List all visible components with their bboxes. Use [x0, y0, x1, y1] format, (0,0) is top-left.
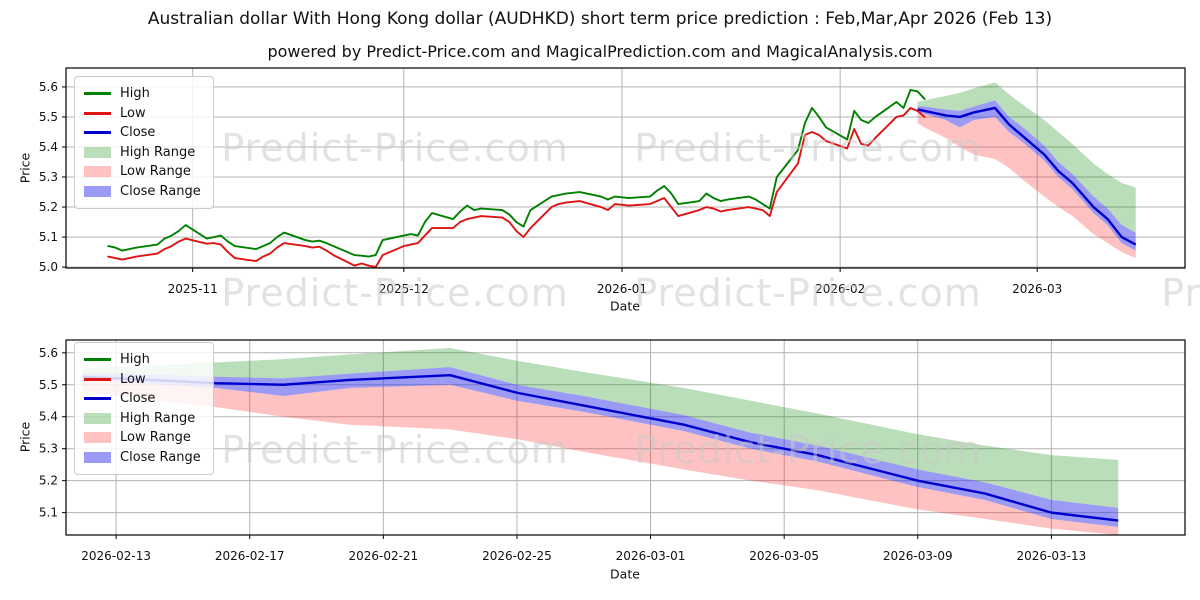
top-chart-xlabel: Date: [610, 298, 640, 314]
xtick-label: 2026-03: [1012, 282, 1062, 296]
ytick-label: 5.5: [39, 110, 58, 124]
legend-patch-swatch: [84, 412, 111, 424]
legend-label: High: [120, 86, 150, 102]
legend-patch-swatch: [84, 146, 111, 158]
ytick-label: 5.1: [39, 506, 58, 520]
legend-item-low: Low: [84, 370, 201, 390]
legend-item-close-range: Close Range: [84, 182, 201, 202]
legend-label: Close Range: [120, 183, 201, 199]
legend-patch-swatch: [84, 451, 111, 463]
top-chart: 5.0 5.1 5.2 5.3 5.4 5.5 5.6 2025-11 2025-12 2026-…: [39, 67, 1186, 296]
xtick-label: 2026-03-13: [1017, 549, 1087, 563]
ytick-label: 5.4: [39, 140, 58, 154]
xtick-label: 2025-11: [168, 282, 218, 296]
top-spines: [65, 67, 1186, 269]
page-subtitle: powered by Predict-Price.com and Magical…: [267, 42, 933, 61]
ytick-label: 5.2: [39, 200, 58, 214]
legend-label: High Range: [120, 410, 196, 426]
ytick-label: 5.2: [39, 474, 58, 488]
bottom-spines: [65, 339, 1186, 536]
legend-line-swatch: [84, 377, 111, 381]
bottom-plot-area: [82, 347, 1119, 535]
legend-line-swatch: [84, 397, 111, 401]
top-grid: [66, 68, 1185, 268]
xtick-label: 2025-12: [379, 282, 429, 296]
xtick-label: 2026-03-05: [749, 549, 819, 563]
close-line: [82, 373, 1119, 522]
legend-label: Low Range: [120, 430, 191, 446]
xtick-label: 2026-02-13: [81, 549, 151, 563]
top-plot-area: [107, 82, 1137, 268]
legend-item-high: High: [84, 350, 201, 370]
legend-label: Close: [120, 391, 156, 407]
legend-item-high: High: [84, 84, 201, 104]
ytick-label: 5.4: [39, 410, 58, 424]
bottom-ticks: [62, 352, 1052, 539]
legend-line-swatch: [84, 111, 111, 115]
legend-item-close: Close: [84, 389, 201, 409]
ytick-label: 5.1: [39, 230, 58, 244]
legend-patch-swatch: [84, 185, 111, 197]
ytick-label: 5.0: [39, 260, 58, 274]
legend-item-low-range: Low Range: [84, 162, 201, 182]
legend-label: Low: [120, 371, 146, 387]
ytick-label: 5.6: [39, 80, 58, 94]
bottom-chart-xlabel: Date: [610, 566, 640, 582]
xtick-label: 2026-03-09: [883, 549, 953, 563]
legend-line-swatch: [84, 92, 111, 96]
high-range-band: [917, 82, 1136, 233]
high-line: [107, 88, 926, 258]
ytick-label: 5.3: [39, 170, 58, 184]
legend-item-high-range: High Range: [84, 409, 201, 429]
legend-item-close-range: Close Range: [84, 448, 201, 468]
legend-item-low: Low: [84, 104, 201, 124]
top-chart-ylabel: Price: [17, 152, 33, 184]
low-line: [107, 106, 926, 268]
legend-item-low-range: Low Range: [84, 428, 201, 448]
ytick-label: 5.6: [39, 346, 58, 360]
legend-item-high-range: High Range: [84, 143, 201, 163]
top-chart-legend: High Low Close High Range Low Range Close Ran…: [74, 76, 214, 209]
legend-label: Close: [120, 125, 156, 141]
xtick-label: 2026-01: [597, 282, 647, 296]
bottom-chart-ylabel: Price: [17, 421, 33, 453]
close-range-band: [917, 100, 1136, 251]
legend-label: High: [120, 352, 150, 368]
legend-label: Close Range: [120, 449, 201, 465]
legend-line-swatch: [84, 358, 111, 362]
legend-patch-swatch: [84, 166, 111, 178]
legend-patch-swatch: [84, 432, 111, 444]
bottom-chart-legend: High Low Close High Range Low Range Close Ran…: [74, 342, 214, 475]
top-tick-labels: 5.0 5.1 5.2 5.3 5.4 5.5 5.6 2025-11 2025-12 2026-…: [39, 80, 1062, 296]
page-title: Australian dollar With Hong Kong dollar …: [147, 9, 1053, 29]
top-ticks: [62, 86, 1038, 272]
xtick-label: 2026-02-21: [348, 549, 418, 563]
bottom-tick-labels: 5.1 5.2 5.3 5.4 5.5 5.6 2026-02-13 2026-02-17 20…: [39, 346, 1086, 563]
low-range-band: [917, 112, 1136, 259]
ytick-label: 5.5: [39, 378, 58, 392]
low-range-band: [82, 379, 1119, 535]
legend-item-close: Close: [84, 123, 201, 143]
legend-label: Low: [120, 105, 146, 121]
ytick-label: 5.3: [39, 442, 58, 456]
legend-label: High Range: [120, 144, 196, 160]
close-line: [917, 106, 1137, 246]
xtick-label: 2026-03-01: [616, 549, 686, 563]
xtick-label: 2026-02-25: [482, 549, 552, 563]
legend-label: Low Range: [120, 164, 191, 180]
xtick-label: 2026-02-17: [215, 549, 285, 563]
legend-line-swatch: [84, 131, 111, 135]
xtick-label: 2026-02: [815, 282, 865, 296]
